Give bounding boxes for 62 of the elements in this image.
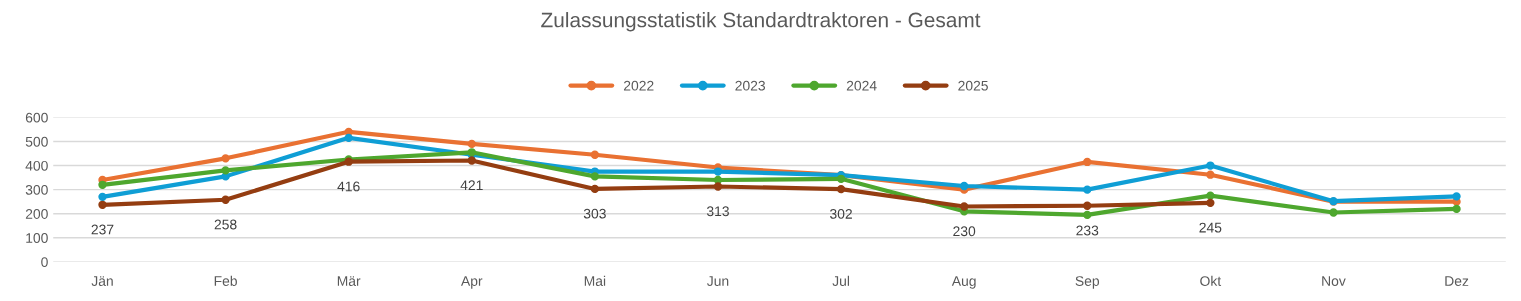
y-tick-label: 0 <box>41 257 48 268</box>
data-label: 230 <box>953 226 976 237</box>
data-label: 416 <box>337 181 360 192</box>
y-tick-label: 200 <box>25 209 48 219</box>
point <box>590 150 600 159</box>
legend-label: 2025 <box>958 80 988 91</box>
point <box>467 156 476 165</box>
data-label: 302 <box>830 208 852 219</box>
data-label: 237 <box>91 224 114 235</box>
data-label: 313 <box>706 206 729 217</box>
legend-label: 2024 <box>846 80 877 91</box>
point <box>836 184 846 194</box>
point <box>98 200 107 209</box>
point <box>1083 157 1092 167</box>
point <box>344 133 353 143</box>
x-tick-label: Okt <box>1200 275 1222 286</box>
x-tick-label: Aug <box>951 276 976 289</box>
y-tick-label: 100 <box>26 233 48 243</box>
point <box>1083 210 1092 220</box>
point <box>1206 191 1215 200</box>
x-tick-label: Jun <box>706 276 729 286</box>
chart-title: Zulassungsstatistik Standardtraktoren - Gesamt <box>541 12 981 32</box>
point <box>98 192 107 202</box>
point <box>467 139 476 149</box>
x-tick-label: Jän <box>91 276 113 286</box>
y-tick-label: 500 <box>25 136 48 147</box>
point <box>1329 208 1338 217</box>
point <box>1206 170 1215 179</box>
point <box>713 167 723 176</box>
x-tick-label: Mai <box>584 275 606 286</box>
x-tick-label: Nov <box>1322 276 1346 286</box>
point <box>221 154 230 163</box>
data-label: 303 <box>583 208 606 219</box>
x-tick-label: Jul <box>832 275 850 286</box>
data-label: 245 <box>1199 222 1222 233</box>
legend-label: 2023 <box>735 80 766 91</box>
point <box>1083 185 1092 194</box>
data-label: 421 <box>460 180 483 190</box>
point <box>1452 192 1461 201</box>
point <box>221 195 230 204</box>
point <box>1206 161 1215 170</box>
point <box>1206 198 1215 208</box>
point <box>590 172 600 181</box>
y-tick-label: 600 <box>25 112 48 123</box>
y-tick-label: 400 <box>25 160 48 171</box>
point <box>1452 204 1461 214</box>
x-tick-label: Mär <box>337 276 361 286</box>
data-label: 233 <box>1076 225 1099 236</box>
point <box>713 182 723 191</box>
point <box>221 166 230 175</box>
x-tick-label: Apr <box>460 276 483 289</box>
x-tick-label: Sep <box>1075 276 1100 289</box>
legend-label: 2022 <box>623 80 654 91</box>
point <box>1083 201 1092 210</box>
point <box>959 202 969 211</box>
data-label: 258 <box>214 219 237 230</box>
x-tick-label: Feb <box>214 275 237 286</box>
point <box>590 184 600 194</box>
point <box>959 181 969 191</box>
x-tick-label: Dez <box>1445 276 1469 286</box>
y-tick-label: 300 <box>25 184 48 195</box>
point <box>98 180 107 189</box>
